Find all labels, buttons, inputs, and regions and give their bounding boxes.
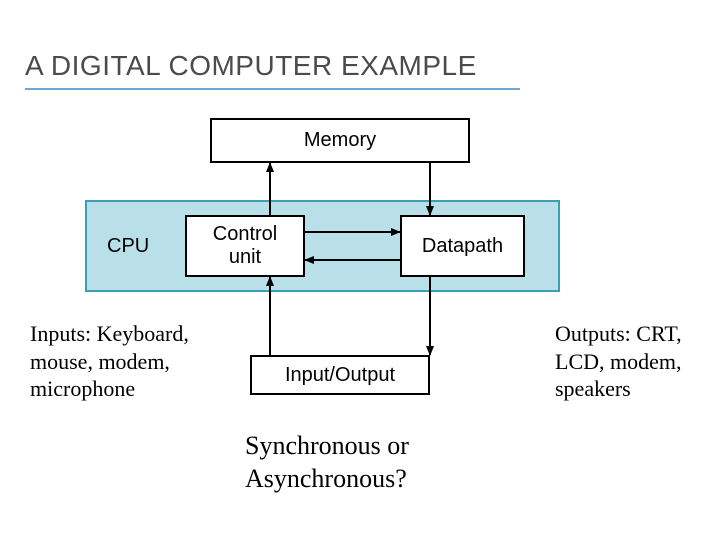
cpu-label: CPU xyxy=(107,235,149,258)
control-unit-box: Controlunit xyxy=(185,215,305,277)
io-label: Input/Output xyxy=(285,364,395,387)
inputs-text: Inputs: Keyboard,mouse, modem,microphone xyxy=(30,320,189,403)
outputs-text: Outputs: CRT,LCD, modem,speakers xyxy=(555,320,682,403)
datapath-label: Datapath xyxy=(422,235,503,258)
slide-title: A DIGITAL COMPUTER EXAMPLE xyxy=(25,50,477,82)
title-underline xyxy=(25,88,520,90)
memory-box: Memory xyxy=(210,118,470,163)
io-box: Input/Output xyxy=(250,355,430,395)
datapath-box: Datapath xyxy=(400,215,525,277)
memory-label: Memory xyxy=(304,129,376,152)
control-unit-label: Controlunit xyxy=(213,223,277,269)
question-text: Synchronous orAsynchronous? xyxy=(245,430,409,495)
